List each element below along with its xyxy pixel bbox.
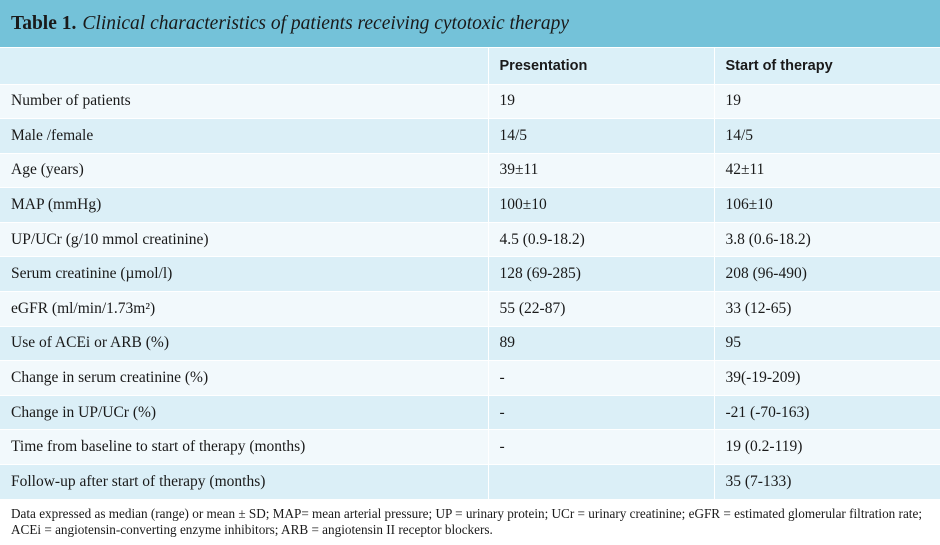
row-label: Age (years) [0, 153, 489, 189]
presentation-value: 19 [488, 84, 715, 120]
start-of-therapy-value: 95 [714, 326, 940, 362]
table-footnote: Data expressed as median (range) or mean… [11, 506, 922, 537]
presentation-value: 4.5 (0.9-18.2) [488, 222, 715, 258]
table-title: Clinical characteristics of patients rec… [82, 12, 570, 34]
table-row: Change in serum creatinine (%) - 39(-19-… [0, 360, 940, 396]
presentation-value: 39±11 [488, 153, 715, 189]
table-row: Serum creatinine (µmol/l) 128 (69-285) 2… [0, 256, 940, 293]
row-label: Change in serum creatinine (%) [0, 360, 489, 396]
start-of-therapy-value: 208 (96-490) [714, 256, 940, 293]
start-of-therapy-value: 35 (7-133) [714, 464, 940, 500]
presentation-value: - [488, 360, 715, 396]
table-header-row: Presentation Start of therapy [0, 48, 940, 85]
presentation-value: - [488, 395, 715, 431]
table-row: Age (years) 39±11 42±11 [0, 153, 940, 189]
table-row: eGFR (ml/min/1.73m²) 55 (22-87) 33 (12-6… [0, 291, 940, 327]
table-row: Change in UP/UCr (%) - -21 (-70-163) [0, 395, 940, 431]
table-row: Follow-up after start of therapy (months… [0, 464, 940, 500]
clinical-characteristics-table: Presentation Start of therapy Number of … [0, 48, 940, 500]
table-row: MAP (mmHg) 100±10 106±10 [0, 187, 940, 223]
presentation-value: 55 (22-87) [488, 291, 715, 327]
presentation-value [488, 464, 715, 500]
start-of-therapy-value: 39(-19-209) [714, 360, 940, 396]
row-label: Number of patients [0, 84, 489, 120]
row-label: Serum creatinine (µmol/l) [0, 256, 489, 293]
start-of-therapy-value: 42±11 [714, 153, 940, 189]
row-label: eGFR (ml/min/1.73m²) [0, 291, 489, 327]
start-of-therapy-value: 3.8 (0.6-18.2) [714, 222, 940, 258]
presentation-value: 89 [488, 326, 715, 362]
start-of-therapy-value: 19 [714, 84, 940, 120]
table-row: Male /female 14/5 14/5 [0, 118, 940, 154]
table-row: Number of patients 19 19 [0, 84, 940, 120]
table-title-bar: Table 1. Clinical characteristics of pat… [0, 0, 940, 47]
presentation-value: 100±10 [488, 187, 715, 223]
start-of-therapy-value: 33 (12-65) [714, 291, 940, 327]
start-of-therapy-value: 19 (0.2-119) [714, 429, 940, 466]
row-label: Use of ACEi or ARB (%) [0, 326, 489, 362]
start-of-therapy-value: 14/5 [714, 118, 940, 154]
header-parameter [0, 48, 489, 85]
table-row: Use of ACEi or ARB (%) 89 95 [0, 326, 940, 362]
table-label: Table 1. [11, 12, 77, 34]
table-row: UP/UCr (g/10 mmol creatinine) 4.5 (0.9-1… [0, 222, 940, 258]
start-of-therapy-value: -21 (-70-163) [714, 395, 940, 431]
presentation-value: 14/5 [488, 118, 715, 154]
start-of-therapy-value: 106±10 [714, 187, 940, 223]
row-label: UP/UCr (g/10 mmol creatinine) [0, 222, 489, 258]
row-label: MAP (mmHg) [0, 187, 489, 223]
presentation-value: 128 (69-285) [488, 256, 715, 293]
header-presentation: Presentation [488, 48, 715, 85]
row-label: Male /female [0, 118, 489, 154]
table-row: Time from baseline to start of therapy (… [0, 429, 940, 466]
header-start-of-therapy: Start of therapy [714, 48, 940, 85]
presentation-value: - [488, 429, 715, 466]
row-label: Time from baseline to start of therapy (… [0, 429, 489, 466]
row-label: Change in UP/UCr (%) [0, 395, 489, 431]
row-label: Follow-up after start of therapy (months… [0, 464, 489, 500]
